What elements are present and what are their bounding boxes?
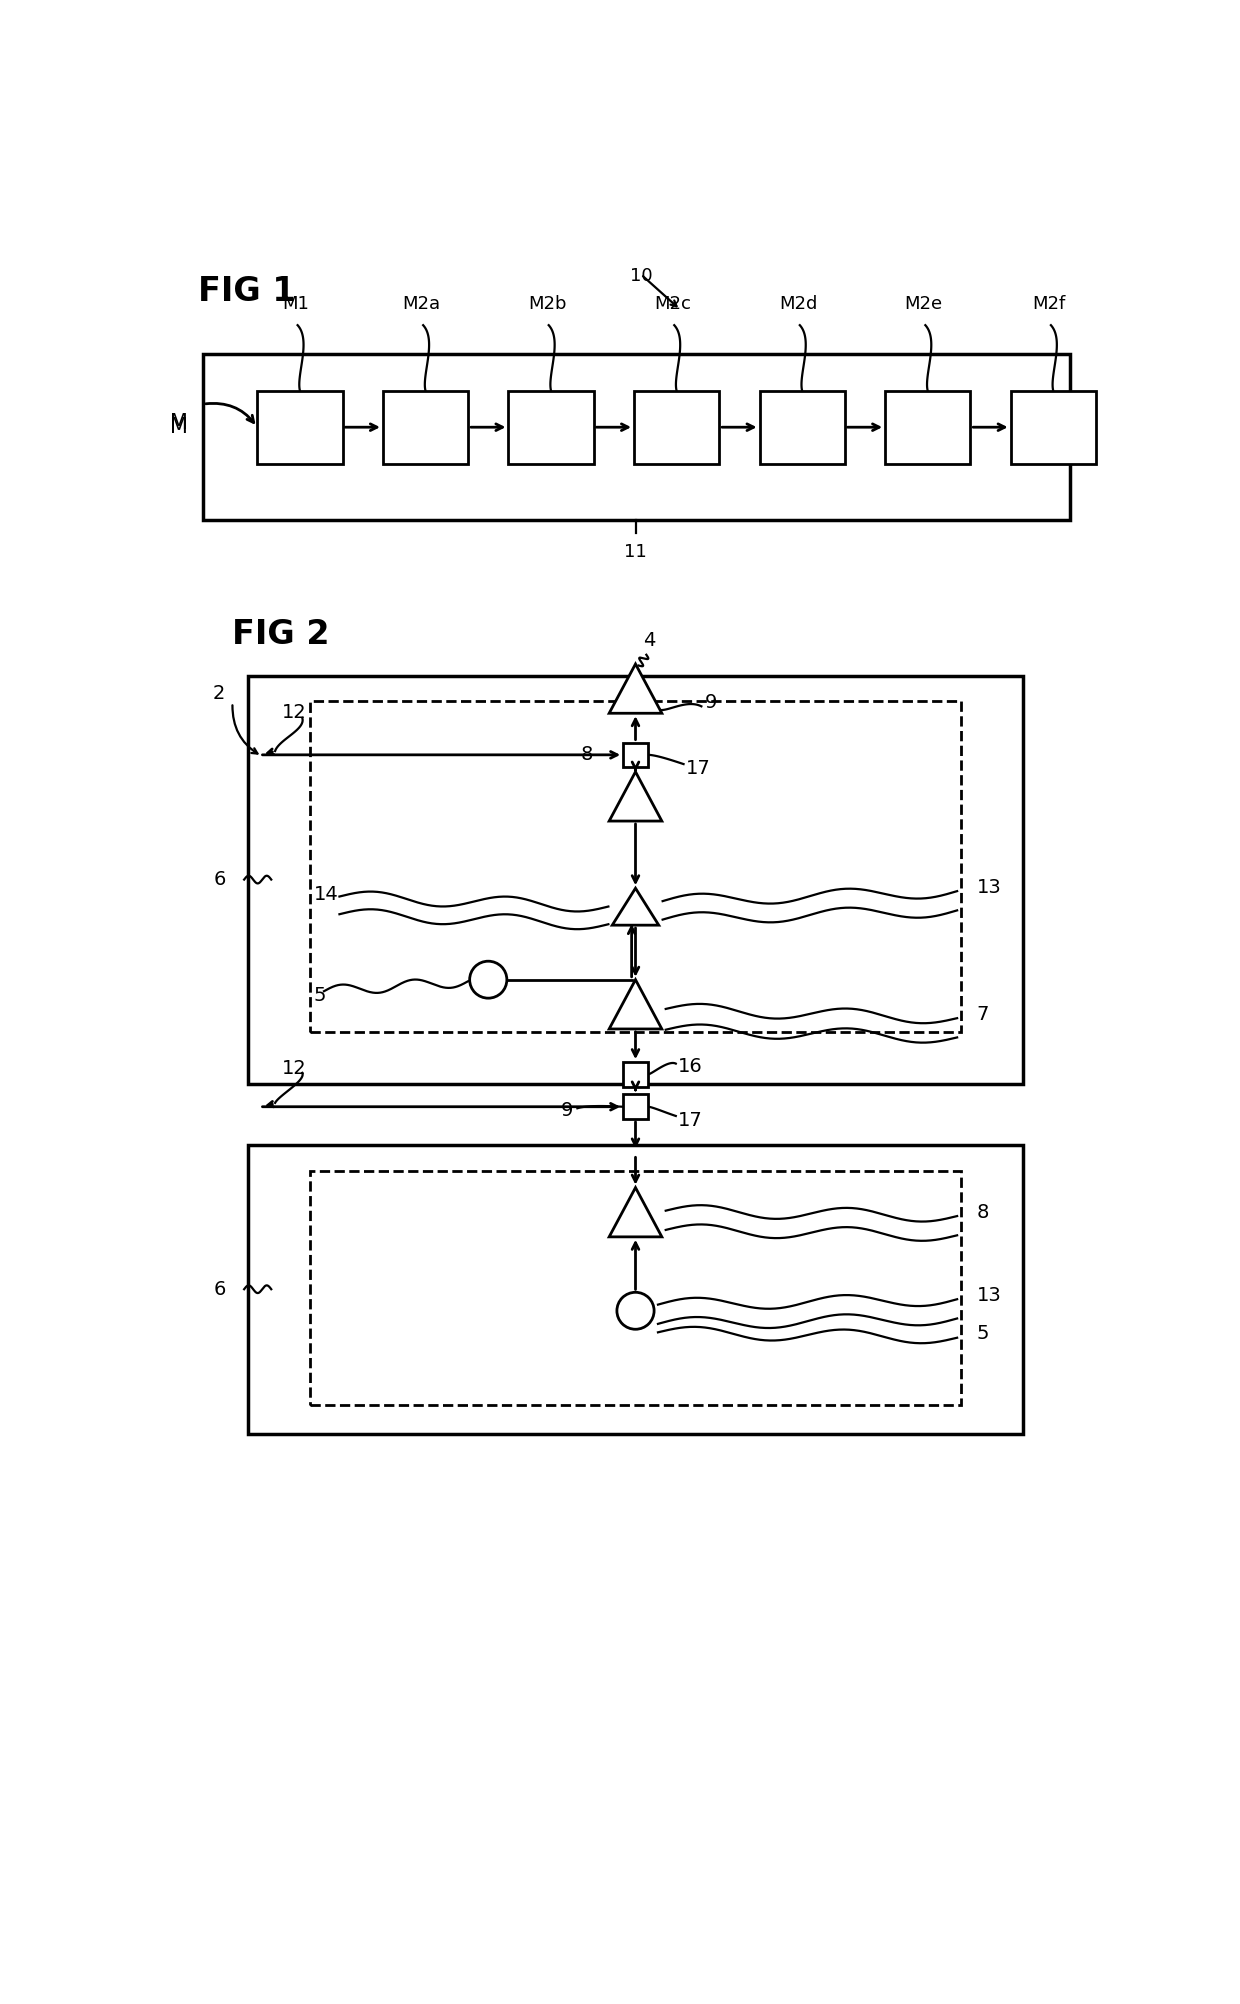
Text: 8: 8 [977, 1202, 988, 1222]
Polygon shape [609, 663, 662, 713]
Bar [248, 1144, 1023, 1435]
Text: M: M [170, 413, 187, 433]
Text: 17: 17 [686, 760, 711, 778]
Polygon shape [609, 1188, 662, 1236]
Bar [258, 391, 342, 463]
Text: 9: 9 [706, 693, 718, 711]
Text: 7: 7 [977, 1004, 988, 1024]
Text: 9: 9 [562, 1100, 573, 1120]
Bar [310, 701, 961, 1032]
Text: 10: 10 [630, 267, 652, 285]
Text: 6: 6 [215, 1281, 226, 1299]
Bar [759, 391, 844, 463]
Bar [885, 391, 971, 463]
Polygon shape [613, 888, 658, 926]
Text: M2d: M2d [779, 295, 817, 313]
Text: M2f: M2f [1033, 295, 1066, 313]
Polygon shape [609, 772, 662, 822]
Bar [203, 355, 1069, 519]
Bar [624, 1062, 647, 1086]
Text: 17: 17 [678, 1110, 703, 1130]
Text: 14: 14 [314, 886, 339, 904]
Text: 13: 13 [977, 878, 1001, 896]
Text: FIG 2: FIG 2 [233, 617, 330, 651]
Text: 4: 4 [644, 631, 656, 649]
Text: 11: 11 [624, 543, 647, 561]
Text: 5: 5 [314, 986, 326, 1004]
Text: M1: M1 [283, 295, 310, 313]
Text: 6: 6 [215, 870, 226, 890]
Text: 16: 16 [678, 1058, 703, 1076]
Polygon shape [609, 980, 662, 1028]
Bar [508, 391, 594, 463]
Text: M: M [170, 417, 187, 437]
Bar [624, 1094, 647, 1118]
Text: 12: 12 [283, 703, 306, 721]
Text: M2b: M2b [528, 295, 567, 313]
Bar [1011, 391, 1096, 463]
Bar [248, 675, 1023, 1084]
Bar [634, 391, 719, 463]
Text: 8: 8 [580, 745, 593, 764]
Text: M2e: M2e [905, 295, 942, 313]
Text: M2c: M2c [655, 295, 691, 313]
Text: 5: 5 [977, 1325, 990, 1343]
Text: 13: 13 [977, 1287, 1001, 1305]
Bar [624, 743, 647, 768]
Text: 2: 2 [212, 683, 224, 703]
Bar [310, 1170, 961, 1405]
Bar [383, 391, 469, 463]
Text: FIG 1: FIG 1 [197, 275, 295, 309]
Text: M2a: M2a [403, 295, 440, 313]
Text: 12: 12 [283, 1058, 306, 1078]
